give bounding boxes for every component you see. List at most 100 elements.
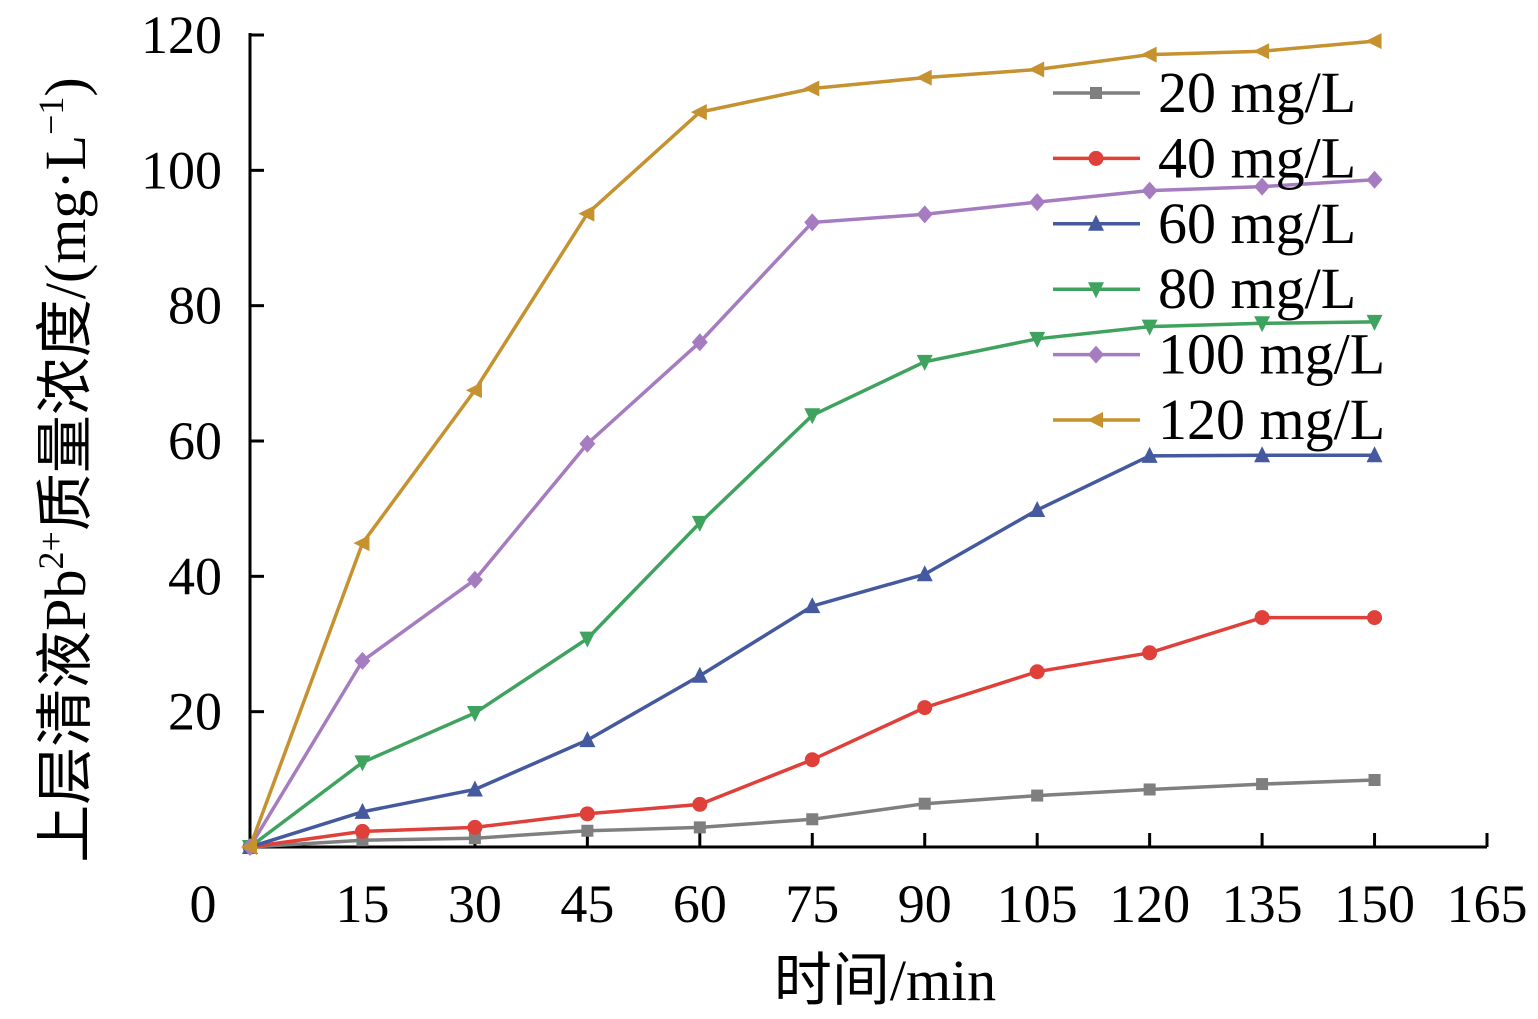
- series-6-point-120: [1140, 46, 1157, 63]
- legend-label-2: 40 mg/L: [1158, 125, 1356, 190]
- series-1-point-135: [1256, 778, 1269, 791]
- series-5-point-30: [466, 570, 483, 589]
- series-3-point-75: [804, 597, 821, 614]
- series-6-point-135: [1253, 43, 1270, 60]
- series-6-point-105: [1028, 61, 1045, 78]
- series-5-point-15: [354, 651, 371, 670]
- x-tick-label-135: 135: [1222, 874, 1303, 934]
- x-tick-label-150: 150: [1334, 874, 1415, 934]
- series-4-point-60: [691, 515, 708, 532]
- y-tick-label-60: 60: [168, 411, 222, 471]
- series-5-point-135: [1254, 177, 1271, 196]
- legend-item-1: 20 mg/L: [1053, 60, 1356, 125]
- series-2-line: [249, 615, 1375, 849]
- x-tick-label-105: 105: [997, 874, 1078, 934]
- ticks: 0 15 30 45 60 75 90 105 120 135 150 165 20 40 60 80 100 1…: [141, 5, 1528, 934]
- series-6-point-30: [465, 382, 482, 399]
- series-2-point-120: [1142, 645, 1158, 661]
- series-4-point-45: [579, 631, 596, 648]
- series-5-point-45: [579, 434, 596, 453]
- series-1-point-150: [1368, 774, 1381, 787]
- x-tick-label-90: 90: [898, 874, 952, 934]
- series-3-point-135: [1254, 446, 1271, 463]
- legend-item-4: 80 mg/L: [1053, 256, 1356, 321]
- series-5-point-120: [1141, 181, 1158, 200]
- series-3-point-60: [691, 666, 708, 683]
- y-axis-title-sup2: −1: [31, 97, 71, 135]
- series-5-point-105: [1029, 193, 1046, 212]
- series-2-point-75: [804, 752, 820, 768]
- legend-marker-4: [1088, 282, 1104, 299]
- x-tick-label-15: 15: [335, 874, 389, 934]
- series-4-point-120: [1141, 319, 1158, 336]
- series-6: [241, 33, 1382, 855]
- legend-label-3: 60 mg/L: [1158, 191, 1356, 256]
- y-axis-title-end: ): [33, 77, 98, 96]
- series-6-point-150: [1365, 33, 1382, 50]
- series-2-point-90: [917, 700, 933, 716]
- series-4-point-30: [466, 706, 483, 723]
- x-tick-label-75: 75: [785, 874, 839, 934]
- x-tick-label-0: 0: [190, 874, 217, 934]
- series-6-point-0: [241, 839, 257, 855]
- series-3: [242, 446, 1383, 854]
- series-1-point-90: [918, 797, 931, 810]
- series-6-point-60: [690, 104, 707, 121]
- series-5-point-75: [804, 213, 821, 232]
- series-4-point-90: [916, 354, 933, 371]
- series-3-point-15: [354, 802, 371, 819]
- series-1-point-75: [806, 813, 819, 826]
- x-tick-label-165: 165: [1447, 874, 1528, 934]
- legend-label-6: 120 mg/L: [1158, 387, 1385, 452]
- legend-marker-3: [1088, 214, 1104, 231]
- y-tick-label-40: 40: [168, 546, 222, 606]
- y-tick-label-80: 80: [168, 276, 222, 336]
- x-tick-label-120: 120: [1109, 874, 1190, 934]
- legend-label-4: 80 mg/L: [1158, 256, 1356, 321]
- series-2-point-45: [579, 806, 595, 822]
- series-group: [241, 33, 1383, 856]
- y-tick-label-20: 20: [168, 682, 222, 742]
- y-tick-label-100: 100: [141, 140, 222, 200]
- x-axis-title: 时间/min: [774, 948, 996, 1013]
- legend-marker-1: [1090, 87, 1102, 99]
- series-3-point-150: [1366, 446, 1383, 463]
- legend-item-2: 40 mg/L: [1053, 125, 1356, 190]
- series-5-point-90: [916, 205, 933, 224]
- series-3-point-90: [916, 565, 933, 582]
- legend-label-5: 100 mg/L: [1158, 322, 1385, 387]
- series-6-point-15: [353, 535, 370, 552]
- series-2-point-105: [1029, 664, 1045, 680]
- series-3-point-45: [579, 731, 596, 748]
- x-tick-label-60: 60: [673, 874, 727, 934]
- series-4: [242, 314, 1383, 856]
- series-1-point-60: [693, 821, 706, 834]
- series-5: [242, 170, 1383, 856]
- legend-item-3: 60 mg/L: [1053, 191, 1356, 256]
- x-tick-label-30: 30: [448, 874, 502, 934]
- series-2-point-150: [1367, 610, 1383, 626]
- series-3-point-120: [1141, 446, 1158, 463]
- series-2-point-135: [1254, 610, 1270, 626]
- series-4-point-135: [1254, 316, 1271, 333]
- series-3-point-30: [466, 780, 483, 797]
- x-tick-label-45: 45: [560, 874, 614, 934]
- legend-item-5: 100 mg/L: [1053, 322, 1385, 387]
- legend-label-1: 20 mg/L: [1158, 60, 1356, 125]
- series-5-point-60: [691, 333, 708, 352]
- legend-marker-5: [1088, 345, 1104, 364]
- y-axis-title: 上层清液Pb2+质量浓度/(mg·L−1): [31, 77, 98, 863]
- legend-marker-6: [1087, 412, 1103, 428]
- series-1-point-30: [468, 832, 481, 845]
- y-axis-title-main: 上层清液Pb: [33, 569, 98, 862]
- series-5-point-150: [1366, 170, 1383, 189]
- series-4-point-75: [804, 408, 821, 425]
- series-2-point-60: [692, 796, 708, 812]
- series-4-point-105: [1029, 331, 1046, 348]
- series-4-point-15: [354, 755, 371, 772]
- y-axis-title-sup: 2+: [31, 531, 71, 569]
- series-1-point-45: [581, 824, 594, 837]
- series-6-point-75: [803, 80, 820, 97]
